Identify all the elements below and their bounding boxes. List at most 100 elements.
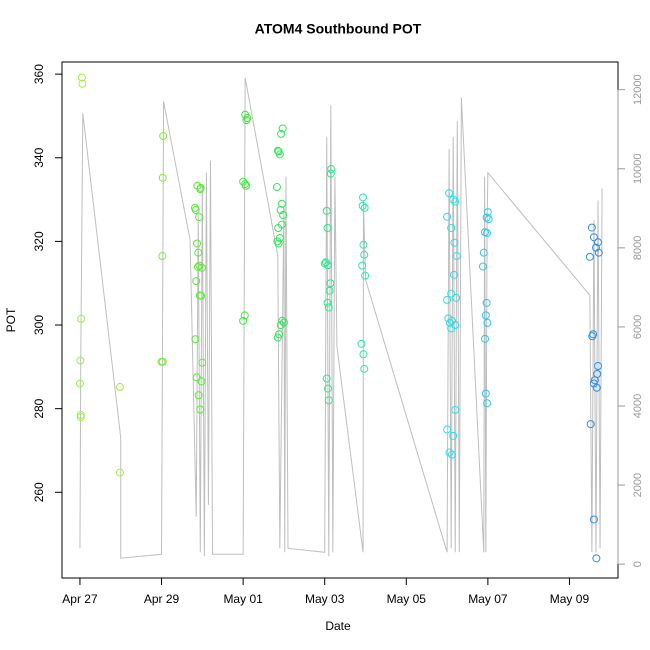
point: [589, 515, 598, 524]
point: [443, 425, 452, 434]
point: [115, 468, 124, 477]
x-tick-label: Apr 27: [62, 592, 98, 606]
point: [452, 252, 461, 261]
y2-tick-label: 10000: [632, 153, 644, 184]
point: [450, 270, 459, 279]
point: [326, 169, 335, 178]
point: [359, 350, 368, 359]
point: [77, 73, 86, 82]
x-tick-label: May 09: [550, 592, 590, 606]
point: [360, 364, 369, 373]
y2-tick-label: 8000: [632, 236, 644, 260]
point: [277, 129, 286, 138]
point: [191, 206, 200, 215]
point: [115, 382, 124, 391]
point: [594, 248, 603, 257]
point: [193, 239, 202, 248]
y-axis-label: POT: [4, 307, 18, 332]
point: [239, 177, 248, 186]
point: [445, 189, 454, 198]
point: [483, 318, 492, 327]
point: [273, 237, 282, 246]
point: [276, 206, 285, 215]
point: [76, 410, 85, 419]
point: [324, 303, 333, 312]
point: [447, 324, 456, 333]
point: [278, 316, 287, 325]
point: [594, 361, 603, 370]
point: [276, 321, 285, 330]
x-tick-label: May 07: [468, 592, 508, 606]
point: [77, 314, 86, 323]
point: [159, 132, 168, 141]
point: [158, 357, 167, 366]
point: [323, 261, 332, 270]
point: [445, 448, 454, 457]
point: [239, 316, 248, 325]
point: [194, 391, 203, 400]
point: [273, 333, 282, 342]
y2-tick-label: 12000: [632, 74, 644, 105]
point: [484, 215, 493, 224]
point: [481, 311, 490, 320]
y-tick-label: 340: [32, 147, 46, 167]
point: [361, 271, 370, 280]
point: [588, 332, 597, 341]
point: [357, 339, 366, 348]
point: [478, 262, 487, 271]
point: [449, 195, 458, 204]
x-tick-label: May 03: [305, 592, 345, 606]
point: [274, 224, 283, 233]
point: [443, 295, 452, 304]
plot-frame: [61, 61, 619, 579]
point: [195, 291, 204, 300]
point: [323, 298, 332, 307]
line: [79, 77, 603, 559]
point: [445, 318, 454, 327]
point: [76, 356, 85, 365]
point: [275, 150, 284, 159]
point: [483, 399, 492, 408]
point: [324, 396, 333, 405]
chart-title: ATOM4 Southbound POT: [255, 21, 422, 37]
point: [272, 183, 281, 192]
point: [479, 248, 488, 257]
point: [195, 261, 204, 270]
point: [449, 431, 458, 440]
point: [447, 224, 456, 233]
y-tick-label: 360: [32, 64, 46, 84]
point: [274, 239, 283, 248]
point: [589, 233, 598, 242]
point: [326, 279, 335, 288]
point: [273, 146, 282, 155]
point: [322, 374, 331, 383]
point: [358, 261, 367, 270]
y-tick-label: 300: [32, 315, 46, 335]
y-tick-label: 280: [32, 398, 46, 418]
point: [78, 79, 87, 88]
point: [197, 377, 206, 386]
y2-tick-label: 6000: [632, 315, 644, 339]
point: [482, 298, 491, 307]
point: [194, 248, 203, 257]
point: [482, 213, 491, 222]
point: [592, 383, 601, 392]
point: [191, 335, 200, 344]
point: [279, 211, 288, 220]
point: [590, 376, 599, 385]
point: [322, 206, 331, 215]
point: [325, 286, 334, 295]
point: [452, 293, 461, 302]
point: [193, 262, 202, 271]
point: [323, 384, 332, 393]
point: [359, 193, 368, 202]
point: [198, 358, 207, 367]
y2-tick-label: 2000: [632, 473, 644, 497]
point: [594, 238, 603, 247]
point: [443, 212, 452, 221]
point: [240, 311, 249, 320]
y-tick-label: 260: [32, 482, 46, 502]
point: [451, 405, 460, 414]
point: [197, 263, 206, 272]
y2-tick-label: 0: [632, 561, 644, 567]
